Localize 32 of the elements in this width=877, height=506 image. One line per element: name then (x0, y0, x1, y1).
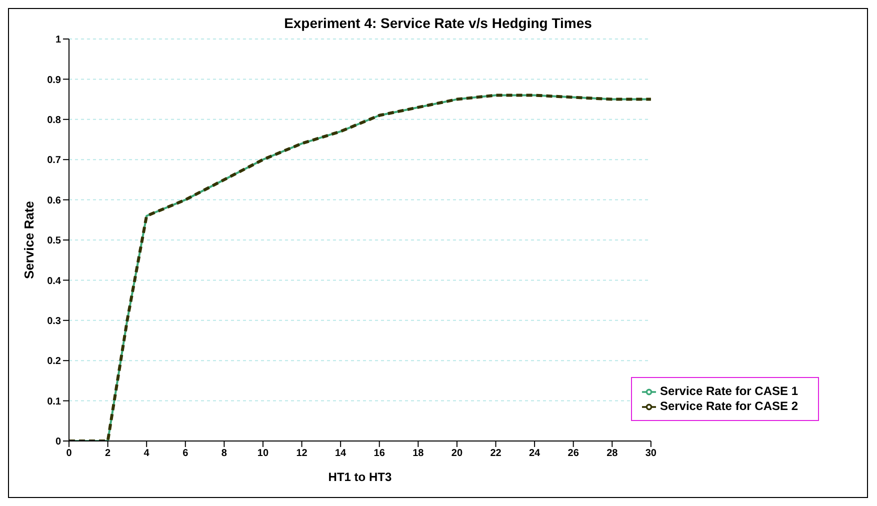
x-tick-label: 6 (182, 448, 189, 460)
y-tick-label: 0.3 (47, 316, 62, 327)
x-tick-label: 26 (568, 448, 580, 460)
y-tick-label: 0.5 (47, 236, 62, 247)
y-tick-label: 0.1 (47, 396, 62, 408)
x-axis-title: HT1 to HT3 (328, 470, 392, 484)
y-axis-title: Service Rate (22, 200, 37, 280)
x-tick-label: 30 (645, 448, 657, 460)
y-tick-label: 0.4 (47, 276, 62, 287)
y-tick-label: 0.7 (47, 155, 62, 166)
x-tick-label: 24 (528, 448, 541, 460)
y-tick-label: 0.2 (47, 356, 62, 368)
x-tick-label: 28 (606, 448, 618, 460)
x-tick-label: 20 (451, 448, 463, 460)
chart-title: Experiment 4: Service Rate v/s Hedging Times (283, 15, 593, 31)
legend-label: Service Rate for CASE 2 (660, 399, 798, 414)
y-tick-label: 0 (55, 436, 62, 448)
y-tick-label: 1 (55, 34, 62, 46)
x-tick-label: 16 (374, 448, 386, 460)
x-tick-label: 18 (412, 448, 424, 460)
y-tick-label: 0.9 (47, 74, 62, 86)
x-tick-label: 2 (105, 448, 112, 460)
x-tick-label: 4 (144, 448, 150, 460)
x-tick-label: 12 (296, 448, 308, 460)
x-tick-label: 10 (257, 448, 269, 460)
legend-label: Service Rate for CASE 1 (660, 384, 798, 398)
y-tick-label: 0.6 (47, 195, 62, 206)
x-tick-label: 0 (66, 448, 72, 460)
x-tick-label: 22 (490, 448, 502, 460)
y-tick-label: 0.8 (47, 114, 62, 126)
x-tick-label: 8 (221, 448, 228, 460)
x-tick-label: 14 (335, 448, 347, 460)
